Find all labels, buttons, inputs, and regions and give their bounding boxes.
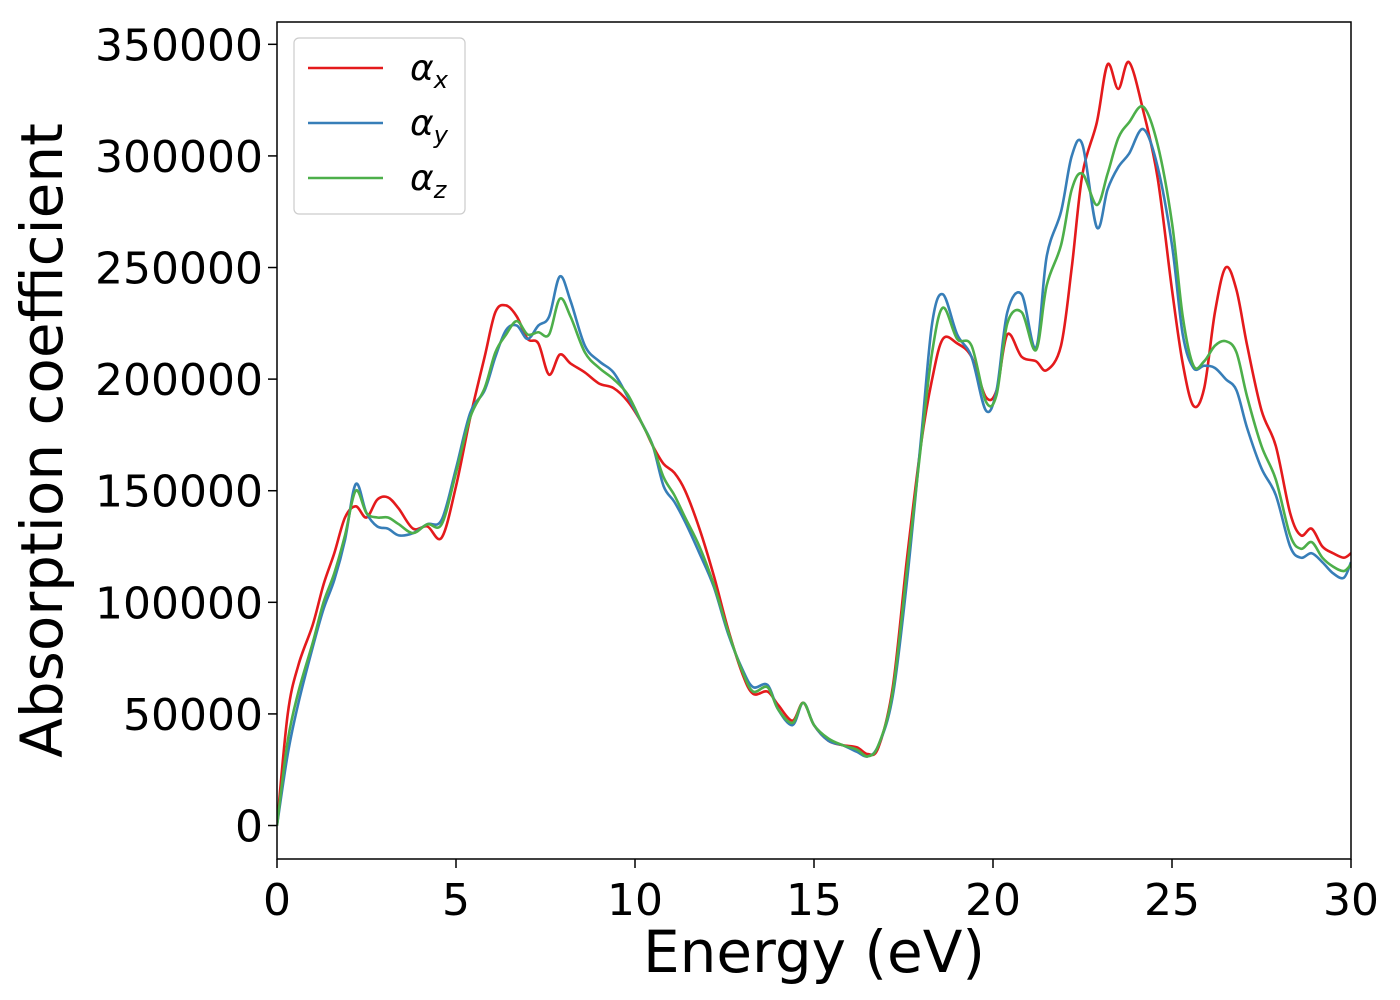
x-tick-label: 5 [442,875,470,926]
series-line-alpha-z [277,104,1351,826]
y-tick-label: 0 [235,802,263,853]
x-axis-ticks: 0 5 10 15 20 25 30 [263,859,1379,926]
y-tick-label: 100000 [95,578,263,629]
x-tick-label: 20 [965,875,1021,926]
legend-label-alpha-y: αy [410,103,449,149]
x-tick-label: 10 [607,875,663,926]
y-tick-label: 200000 [95,355,263,406]
x-tick-label: 0 [263,875,291,926]
y-tick-label: 350000 [95,20,263,71]
y-axis-ticks: 0 50000 100000 150000 200000 250000 300000 3500… [95,20,277,853]
y-tick-label: 250000 [95,244,263,295]
x-tick-label: 15 [786,875,842,926]
y-tick-label: 300000 [95,132,263,183]
y-tick-label: 50000 [123,690,263,741]
x-tick-label: 25 [1144,875,1200,926]
legend-label-alpha-z: αz [410,158,448,204]
y-axis-title: Absorption coefficient [8,123,76,758]
x-tick-label: 30 [1323,875,1379,926]
legend-label-alpha-x: αx [410,48,449,94]
x-axis-title: Energy (eV) [643,918,985,986]
legend-box [293,37,466,215]
plot-lines [277,60,1351,826]
y-tick-label: 150000 [95,467,263,518]
legend: αx αy αz [293,37,466,215]
